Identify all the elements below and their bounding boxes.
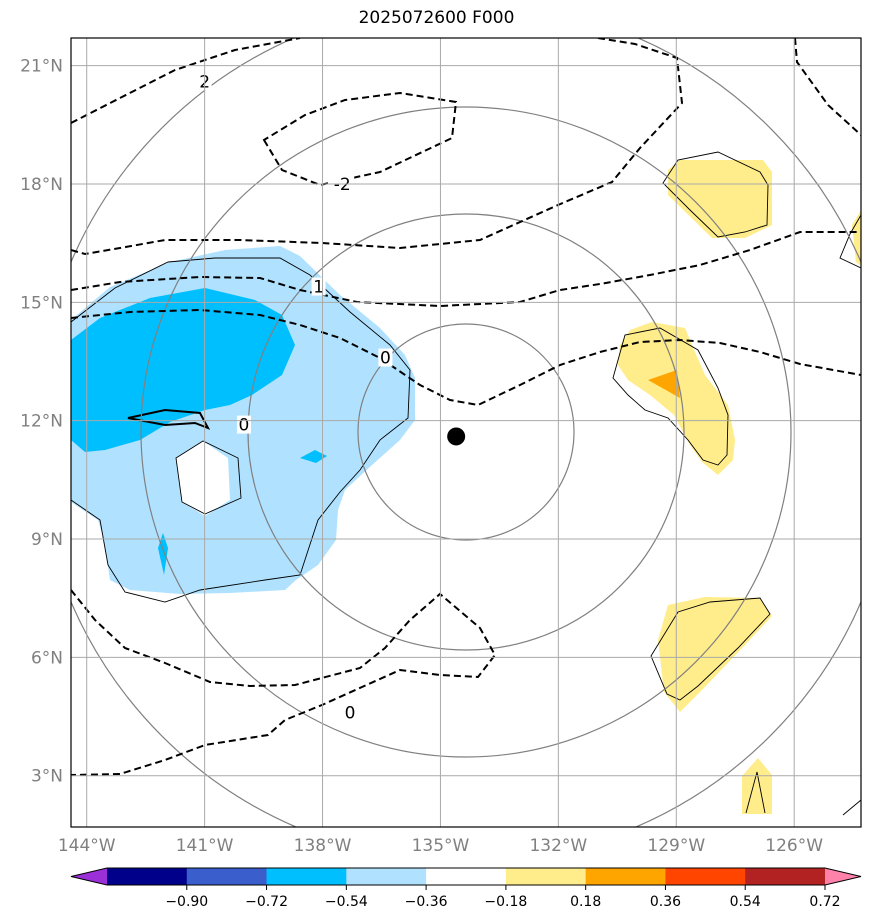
lon-tick-label: 138°W	[294, 836, 352, 856]
colorbar-segment	[346, 868, 427, 885]
solid-contour	[127, 408, 211, 430]
colorbar-segment	[745, 868, 826, 885]
positive-shading-edge	[852, 210, 861, 266]
lat-tick-label: 6°N	[31, 648, 63, 668]
colorbar-segment	[186, 868, 268, 885]
storm-center-marker	[447, 427, 466, 446]
lat-tick-label: 18°N	[20, 175, 63, 195]
colorbar-tick-label: 0.18	[570, 894, 601, 910]
contour-label: 0	[345, 704, 356, 724]
colorbar-tick-label: −0.90	[165, 894, 208, 910]
positive-hole	[176, 441, 230, 516]
lat-tick-label: 12°N	[20, 412, 63, 432]
colorbar-tick-label: 0.72	[809, 894, 840, 910]
colorbar-tick-label: −0.18	[484, 894, 527, 910]
colorbar-tick-label: −0.72	[245, 894, 288, 910]
map-title: 2025072600 F000	[358, 8, 515, 28]
contour-label: 0	[380, 349, 391, 369]
negative-shading-medium	[71, 288, 295, 452]
colorbar-tick-label: −0.36	[405, 894, 448, 910]
gridlines	[71, 38, 861, 827]
colorbar-segment	[266, 868, 347, 885]
colorbar-segment	[505, 868, 587, 885]
colorbar-tick-label: 0.36	[650, 894, 681, 910]
lon-tick-label: 144°W	[58, 836, 116, 856]
lon-tick-label: 135°W	[412, 836, 470, 856]
negative-shading-small-1	[300, 450, 327, 463]
positive-shading-se	[658, 597, 772, 712]
colorbar-tick-label: −0.54	[325, 894, 368, 910]
contour-label-bg	[378, 348, 393, 367]
lon-tick-label: 141°W	[176, 836, 234, 856]
positive-shading-orange	[648, 370, 680, 398]
lon-tick-label: 132°W	[529, 836, 587, 856]
colorbar-extend-max	[825, 868, 861, 885]
contour-label: 1	[313, 278, 324, 298]
contour-label-bg	[343, 703, 358, 722]
positive-shading-south	[742, 758, 772, 814]
lat-tick-label: 9°N	[31, 530, 63, 550]
lat-tick-label: 15°N	[20, 293, 63, 313]
longitude-labels: 144°W 141°W 138°W 135°W 132°W 129°W 126°W	[58, 836, 823, 856]
thin-contours	[71, 151, 861, 816]
colorbar-tick-label: 0.54	[730, 894, 761, 910]
colorbar-extend-min	[71, 868, 107, 885]
contour-label: 0	[239, 416, 250, 436]
colorbar-segment	[665, 868, 746, 885]
lat-tick-label: 21°N	[20, 57, 63, 77]
colorbar-segment	[426, 868, 507, 885]
positive-shading-ne	[668, 160, 772, 238]
colorbar-segment	[107, 868, 188, 885]
colorbar-outline	[70, 867, 862, 886]
lon-tick-label: 129°W	[647, 836, 705, 856]
colorbar-segment	[585, 868, 666, 885]
colorbar: −0.90 −0.72 −0.54 −0.36 −0.18 0.18 0.36 0.54 0.7…	[70, 867, 862, 910]
latitude-labels: 3°N 6°N 9°N 12°N 15°N 18°N 21°N	[20, 57, 63, 787]
contour-label: -2	[334, 175, 351, 195]
map-frame	[70, 37, 862, 828]
lon-tick-label: 126°W	[765, 836, 823, 856]
contour-label-bg	[236, 415, 251, 434]
lat-tick-label: 3°N	[31, 767, 63, 787]
